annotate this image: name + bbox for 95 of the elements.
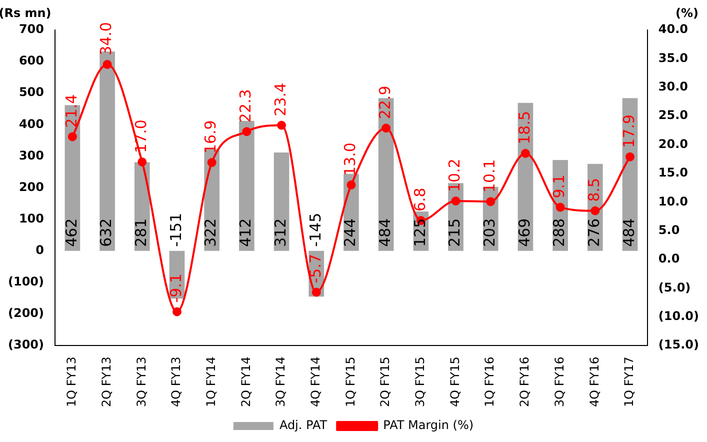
data-label: 22.9: [376, 86, 394, 120]
y2-axis-title: (%): [676, 6, 698, 20]
x-tick-label: 2Q FY15: [378, 356, 392, 408]
data-label: -145: [306, 212, 324, 247]
data-label: 23.4: [271, 82, 290, 116]
y-tick-label: 200: [18, 180, 44, 194]
data-label: 9.1: [550, 174, 568, 198]
y-tick-label: 600: [18, 54, 44, 68]
y-tick-label: 0: [36, 243, 44, 258]
data-label: 322: [202, 218, 220, 247]
point: [207, 158, 216, 168]
bar: [274, 152, 290, 251]
x-tick-label: 3Q FY16: [552, 356, 566, 408]
x-tick-label: 4Q FY15: [448, 356, 462, 408]
x-tick-label: 4Q FY14: [308, 356, 322, 408]
point: [138, 157, 147, 166]
data-label: 312: [271, 218, 290, 247]
x-tick-label: 4Q FY13: [169, 356, 184, 408]
point: [520, 148, 530, 158]
y2-tick-label: 0.0: [658, 252, 680, 266]
bar: [239, 120, 254, 251]
y2-tick-label: (15.0): [658, 338, 699, 352]
y2-tick-label: 40.0: [658, 22, 688, 36]
data-label: 276: [585, 218, 604, 247]
data-label: 288: [550, 218, 568, 247]
point: [346, 180, 356, 190]
y2-tick-label: 10.0: [658, 194, 688, 208]
y-axis-title: (Rs mn): [0, 6, 52, 20]
y-tick-label: 700: [18, 22, 44, 36]
data-label: 412: [236, 218, 255, 247]
data-label: 13.0: [341, 142, 360, 176]
data-label: 34.0: [97, 22, 116, 56]
point: [68, 132, 77, 142]
data-label: 10.1: [480, 159, 498, 193]
data-label: 469: [515, 218, 534, 247]
data-label: 10.2: [446, 158, 464, 192]
data-label: 632: [97, 218, 116, 247]
data-label: 16.9: [202, 120, 220, 154]
legend-label: PAT Margin (%): [383, 418, 474, 432]
point: [277, 120, 286, 130]
data-label: -9.1: [166, 273, 185, 303]
data-label: 21.4: [62, 94, 80, 128]
data-label: 484: [376, 218, 394, 247]
point: [172, 307, 182, 316]
data-label: 18.5: [515, 110, 534, 144]
data-label: 125: [410, 218, 429, 247]
data-label: -151: [166, 212, 185, 247]
point: [451, 196, 460, 206]
y-tick-label: (100): [8, 274, 44, 289]
data-label: 203: [480, 218, 498, 247]
y2-tick-label: 25.0: [658, 108, 688, 122]
point: [102, 60, 112, 69]
data-label: -5.7: [306, 254, 324, 284]
x-tick-label: 4Q FY16: [587, 356, 602, 408]
data-label: 17.9: [620, 114, 638, 148]
data-label: 244: [341, 218, 360, 247]
data-label: 6.8: [410, 188, 429, 212]
x-tick-label: 1Q FY14: [204, 356, 218, 408]
y2-tick-label: 15.0: [658, 166, 688, 180]
x-tick-label: 1Q FY13: [64, 356, 79, 408]
y-tick-label: (300): [8, 338, 44, 352]
x-tick-label: 2Q FY13: [99, 356, 114, 408]
y2-tick-label: (5.0): [658, 280, 691, 294]
data-label: 281: [132, 218, 150, 247]
data-label: 215: [446, 218, 464, 247]
y2-tick-label: (10.0): [658, 309, 699, 324]
point: [242, 127, 252, 136]
x-tick-label: 2Q FY16: [518, 356, 532, 408]
x-tick-label: 3Q FY15: [413, 356, 428, 408]
y-tick-label: 400: [18, 116, 44, 131]
x-tick-label: 1Q FY15: [343, 356, 358, 408]
data-label: 484: [620, 218, 638, 247]
x-tick-label: 1Q FY17: [622, 356, 636, 408]
y-tick-label: 300: [18, 148, 44, 162]
y-tick-label: (200): [8, 306, 44, 320]
y2-tick-label: 20.0: [658, 136, 688, 151]
y-tick-label: 500: [18, 85, 44, 100]
x-tick-label: 3Q FY14: [274, 356, 288, 408]
y2-tick-label: 5.0: [658, 222, 680, 237]
x-tick-label: 3Q FY13: [134, 356, 148, 408]
legend-label: Adj. PAT: [279, 418, 328, 432]
data-label: 462: [62, 218, 80, 247]
x-tick-label: 2Q FY14: [238, 356, 253, 408]
point: [590, 206, 600, 216]
point: [382, 124, 391, 133]
x-tick-label: 1Q FY16: [482, 356, 497, 408]
y2-tick-label: 30.0: [658, 80, 688, 94]
point: [486, 197, 496, 206]
data-label: 8.5: [585, 178, 604, 202]
y2-tick-label: 35.0: [658, 50, 688, 65]
data-label: 22.3: [236, 89, 255, 123]
point: [626, 152, 634, 162]
y-tick-label: 100: [18, 211, 44, 226]
point: [556, 202, 565, 212]
point: [312, 288, 321, 297]
